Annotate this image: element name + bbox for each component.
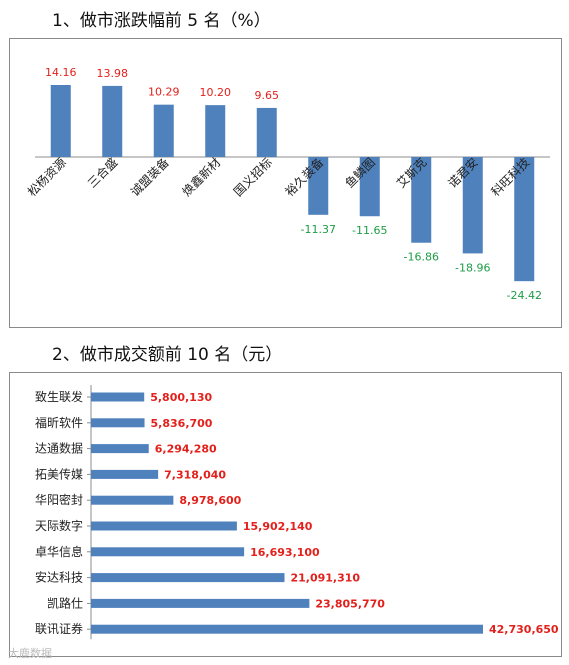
value-label: -18.96	[455, 261, 490, 274]
bar-天际数字	[91, 521, 237, 531]
bar-诚盟装备	[153, 104, 174, 157]
bar-焕鑫新材	[205, 105, 226, 157]
category-label: 拓美传媒	[35, 466, 83, 481]
value-label: 10.29	[148, 86, 180, 99]
change-ranking-chart: 14.16 松杨资源 13.98 三合盛 10.29 诚盟装备 10.20 焕鑫新材 9.65 国…	[24, 66, 550, 302]
value-label: -11.65	[352, 224, 387, 237]
bar-安达科技	[91, 573, 285, 583]
value-label: 7,318,040	[164, 468, 226, 481]
section1-title: 1、做市涨跌幅前 5 名（%）	[52, 11, 271, 31]
category-label: 凯路仕	[47, 595, 83, 610]
category-label: 福昕软件	[35, 415, 83, 430]
bar-艾斯克	[411, 157, 432, 243]
category-label: 致生联发	[35, 389, 83, 404]
value-label: 16,693,100	[250, 546, 320, 559]
value-label: 6,294,280	[155, 443, 217, 456]
category-label: 安达科技	[35, 570, 83, 585]
bar-华阳密封	[91, 495, 174, 505]
value-label: 5,836,700	[151, 417, 213, 430]
bar-福昕软件	[91, 418, 145, 428]
bar-卓华信息	[91, 547, 245, 557]
chart1-panel: 14.16 松杨资源 13.98 三合盛 10.29 诚盟装备 10.20 焕鑫新材 9.65 国…	[9, 38, 562, 328]
category-label: 三合盛	[84, 155, 120, 191]
bar-裕久装备	[308, 157, 329, 215]
category-label: 诚盟装备	[128, 155, 172, 199]
value-label: -24.42	[507, 289, 542, 302]
bar-科旺科技	[514, 157, 535, 282]
category-label: 达通数据	[35, 441, 83, 456]
value-label: 10.20	[200, 86, 232, 99]
value-label: 23,805,770	[315, 597, 385, 610]
value-label: 8,978,600	[179, 494, 241, 507]
bar-国义招标	[256, 107, 277, 157]
value-label: 42,730,650	[489, 623, 559, 636]
value-label: 21,091,310	[290, 572, 360, 585]
bar-达通数据	[91, 444, 149, 454]
value-label: 15,902,140	[243, 520, 313, 533]
category-label: 焕鑫新材	[179, 155, 224, 200]
value-label: -16.86	[404, 251, 439, 264]
category-label: 联讯证券	[35, 621, 83, 636]
value-label: 5,800,130	[150, 391, 212, 404]
category-label: 华阳密封	[35, 492, 83, 507]
bar-联讯证券	[91, 624, 483, 634]
bar-致生联发	[91, 392, 145, 402]
category-label: 松杨资源	[24, 155, 69, 200]
category-label: 国义招标	[231, 155, 275, 199]
value-label: 13.98	[97, 67, 129, 80]
bar-三合盛	[102, 85, 123, 157]
bar-拓美传媒	[91, 469, 159, 479]
section2-title: 2、做市成交额前 10 名（元）	[52, 345, 283, 365]
bar-鱼鳞图	[359, 157, 380, 217]
bar-松杨资源	[50, 85, 71, 157]
watermark: 大鹿数据	[8, 647, 52, 660]
category-label: 卓华信息	[35, 544, 83, 559]
turnover-ranking-chart: 致生联发 5,800,130 福昕软件 5,836,700 达通数据 6,294,280 拓…	[35, 385, 559, 640]
bar-诺君安	[462, 157, 483, 254]
value-label: -11.37	[301, 223, 336, 236]
category-label: 天际数字	[35, 518, 83, 533]
chart2-panel: 致生联发 5,800,130 福昕软件 5,836,700 达通数据 6,294,280 拓…	[9, 372, 562, 657]
bar-凯路仕	[91, 598, 310, 608]
value-label: 9.65	[255, 89, 280, 102]
value-label: 14.16	[45, 66, 77, 79]
